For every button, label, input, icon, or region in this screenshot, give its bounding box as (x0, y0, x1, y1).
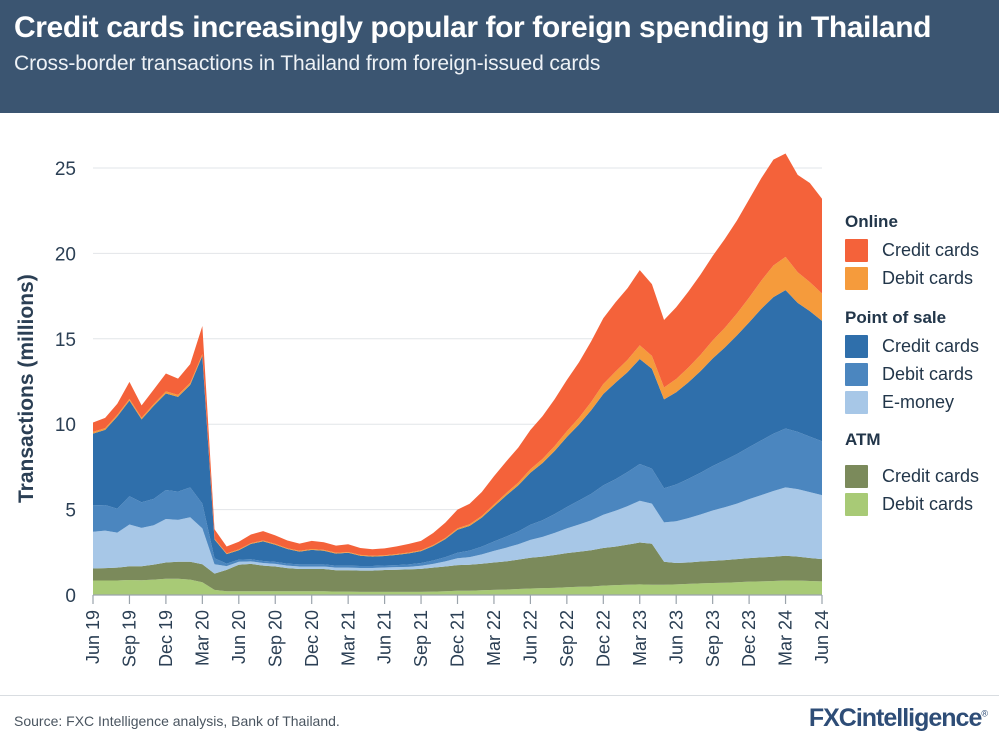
area-series-layer (93, 153, 822, 595)
x-axis-tick-label: Sep 21 (411, 610, 431, 667)
page-subtitle: Cross-border transactions in Thailand fr… (14, 52, 601, 75)
y-axis-tick-label: 5 (65, 501, 76, 522)
x-axis-tick-label: Mar 24 (776, 610, 796, 666)
x-axis-tick-label: Dec 20 (302, 610, 322, 667)
legend-swatch-icon (845, 266, 868, 290)
y-axis-labels: 0 5 10 15 20 25 (55, 159, 76, 607)
y-axis-tick-label: 10 (55, 415, 76, 436)
x-axis-tick-label: Mar 23 (630, 610, 650, 666)
legend-swatch-icon (845, 238, 868, 262)
x-axis-tick-label: Dec 21 (448, 610, 468, 667)
stacked-area-chart: 0 5 10 15 20 25 Jun 19 Sep 19 Dec 19 Mar 20 Jun 2… (15, 153, 832, 667)
area-series (93, 290, 822, 566)
x-axis-tick-label: Sep 19 (120, 610, 140, 667)
legend-swatch-icon (845, 390, 868, 414)
footer: Source: FXC Intelligence analysis, Bank … (0, 695, 999, 750)
x-axis-tick-label: Sep 20 (265, 610, 285, 667)
legend-item-label: Debit cards (882, 364, 974, 384)
area-series (93, 487, 822, 574)
legend-item[interactable]: Debit cards (845, 264, 999, 292)
legend-item[interactable]: Credit cards (845, 332, 999, 360)
x-axis-tick-label: Jun 24 (812, 610, 832, 664)
x-axis-tick-label: Sep 23 (703, 610, 723, 667)
x-axis-tick-label: Jun 21 (375, 610, 395, 664)
legend-group-heading-point-of-sale: Point of sale (845, 308, 947, 327)
legend-item-label: E-money (882, 392, 955, 412)
x-axis-tick-label: Jun 20 (229, 610, 249, 664)
legend-item[interactable]: Credit cards (845, 236, 999, 264)
x-axis-tick-label: Mar 21 (338, 610, 358, 666)
legend-item-label: Debit cards (882, 494, 974, 514)
legend-swatch-icon (845, 492, 868, 516)
x-axis-tick-label: Jun 23 (666, 610, 686, 664)
legend-group-heading-online: Online (845, 212, 898, 231)
y-axis-tick-label: 25 (55, 159, 76, 180)
page-title: Credit cards increasingly popular for fo… (14, 11, 932, 44)
x-axis-tick-label: Jun 19 (83, 610, 103, 664)
legend-group-heading-atm: ATM (845, 430, 881, 449)
x-axis-tick-label: Mar 22 (484, 610, 504, 666)
area-series (93, 542, 822, 592)
x-axis-tick-label: Mar 20 (192, 610, 212, 666)
legend-item[interactable]: Debit cards (845, 490, 999, 518)
legend-item-label: Credit cards (882, 466, 980, 486)
legend-item-label: Credit cards (882, 240, 980, 260)
y-axis-title: Transactions (millions) (15, 274, 38, 503)
area-series (93, 428, 822, 569)
x-axis-tick-label: Dec 19 (156, 610, 176, 667)
y-axis-tick-label: 20 (55, 244, 76, 265)
axis-layer (92, 594, 823, 604)
chart-legend: Online Credit cards Debit cards Point of sa… (845, 212, 999, 518)
x-axis-labels: Jun 19 Sep 19 Dec 19 Mar 20 Jun 20 Sep 20 Dec … (83, 610, 832, 667)
legend-swatch-icon (845, 334, 868, 358)
legend-item[interactable]: Debit cards (845, 360, 999, 388)
legend-item-label: Credit cards (882, 336, 980, 356)
legend-item[interactable]: E-money (845, 388, 999, 416)
area-series (93, 578, 822, 595)
x-axis-tick-label: Dec 22 (593, 610, 613, 667)
legend-swatch-icon (845, 362, 868, 386)
y-axis-tick-label: 0 (65, 586, 76, 607)
legend-swatch-icon (845, 464, 868, 488)
x-axis-tick-label: Sep 22 (557, 610, 577, 667)
x-axis-tick-label: Jun 22 (521, 610, 541, 664)
fxc-intelligence-logo: FXCintelligence® (808, 704, 988, 733)
chart-container: 0 5 10 15 20 25 Jun 19 Sep 19 Dec 19 Mar 20 Jun 2… (0, 113, 999, 695)
logo-wordmark: FXCintelligence (808, 704, 983, 732)
header-banner: Credit cards increasingly popular for fo… (0, 0, 999, 113)
y-axis-tick-label: 15 (55, 330, 76, 351)
logo-registered-mark: ® (981, 708, 988, 719)
x-axis-tick-label: Dec 23 (739, 610, 759, 667)
source-note: Source: FXC Intelligence analysis, Bank … (14, 713, 340, 729)
area-series (93, 153, 822, 556)
legend-item[interactable]: Credit cards (845, 462, 999, 490)
legend-item-label: Debit cards (882, 268, 974, 288)
